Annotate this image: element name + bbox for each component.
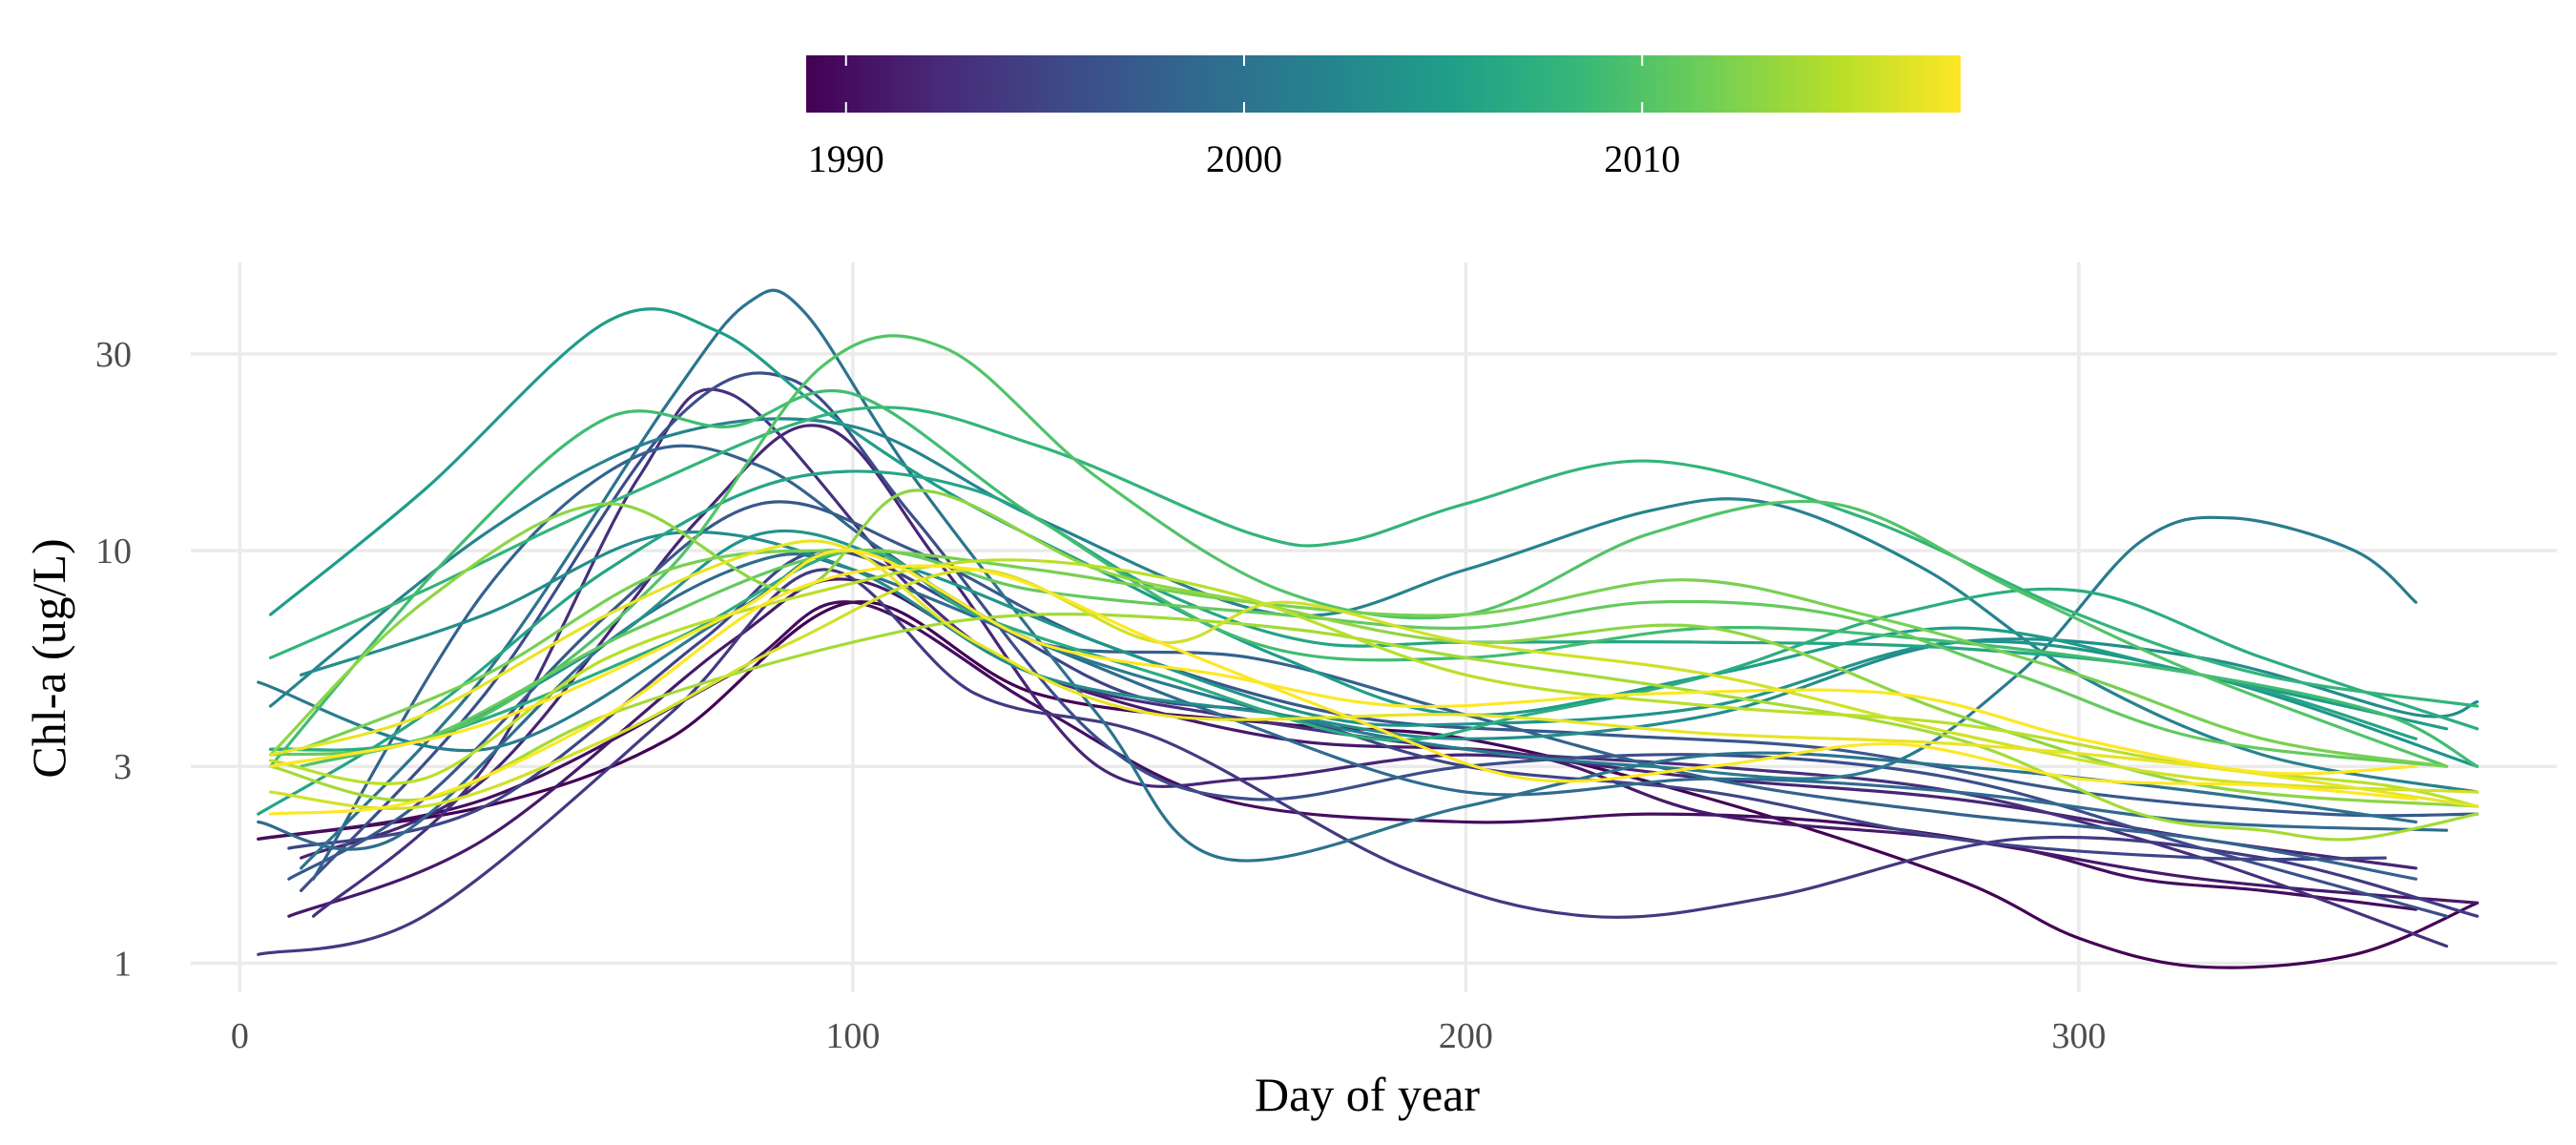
series-line: [268, 549, 2480, 752]
x-tick-label: 0: [231, 1016, 249, 1056]
series-line: [257, 469, 2418, 816]
y-axis-title: Chl-a (ug/L): [22, 538, 75, 778]
colorbar-label: 2010: [1604, 137, 1680, 180]
series-line: [257, 600, 2480, 969]
y-tick-label: 1: [114, 944, 132, 984]
y-tick-label: 10: [95, 531, 132, 572]
series-line: [257, 552, 2448, 851]
x-tick-label: 300: [2051, 1016, 2106, 1056]
colorbar-label: 1990: [808, 137, 884, 180]
series-line: [311, 387, 2448, 948]
x-axis-title: Day of year: [1255, 1068, 1480, 1121]
y-tick-label: 30: [95, 335, 132, 375]
x-axis-ticks: 0 100 200 300: [231, 1016, 2106, 1056]
colorbar-ticks: 1990 2000 2010: [808, 55, 1680, 180]
y-axis-ticks: 1 3 10 30: [95, 335, 132, 985]
series-line: [268, 388, 2480, 768]
series-line: [268, 558, 2480, 808]
series-lines: [257, 288, 2480, 969]
series-line: [268, 539, 2480, 808]
colorbar: [806, 55, 1961, 113]
series-line: [268, 564, 2418, 816]
series-line: [300, 424, 2418, 870]
series-line: [300, 371, 2448, 918]
colorbar-label: 2000: [1206, 137, 1282, 180]
series-line: [268, 549, 2418, 776]
series-line: [268, 548, 2448, 768]
x-tick-label: 200: [1439, 1016, 1493, 1056]
series-line: [268, 489, 2480, 808]
series-line: [268, 307, 2448, 731]
series-line: [287, 577, 2480, 918]
y-tick-label: 3: [114, 747, 132, 787]
series-line: [287, 549, 2387, 862]
series-line: [257, 515, 2418, 781]
series-line: [268, 568, 2480, 810]
colorbar-legend: 1990 2000 2010: [806, 55, 1961, 180]
series-line: [300, 549, 2448, 768]
series-line: [311, 444, 2418, 881]
series-line: [300, 288, 2418, 870]
x-tick-label: 100: [825, 1016, 880, 1056]
series-line: [300, 531, 2480, 740]
